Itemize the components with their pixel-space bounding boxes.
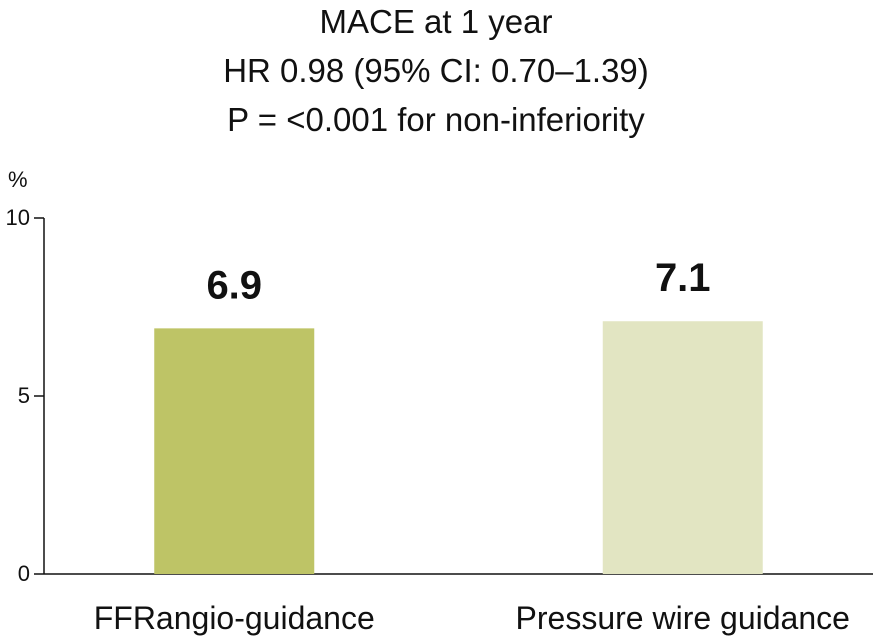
bar-2	[602, 321, 763, 574]
chart-title-line-3: P = <0.001 for non-inferiority	[227, 101, 645, 138]
bar-value-label: 6.9	[206, 263, 262, 307]
y-tick-label: 10	[6, 205, 30, 230]
bar-1	[154, 328, 315, 574]
chart-title-line-1: MACE at 1 year	[320, 3, 553, 40]
x-category-label: FFRangio-guidance	[94, 600, 375, 636]
category-labels: FFRangio-guidance Pressure wire guidance	[94, 600, 850, 636]
y-tick-label: 0	[18, 561, 30, 586]
y-tick-label: 5	[18, 383, 30, 408]
y-axis-unit-label: %	[8, 167, 28, 192]
bar-value-label: 7.1	[655, 256, 711, 300]
value-labels: 6.9 7.1	[206, 256, 710, 307]
y-ticks: 0 5 10	[6, 205, 44, 586]
chart-title: MACE at 1 year HR 0.98 (95% CI: 0.70–1.3…	[223, 3, 649, 138]
bars	[154, 321, 763, 574]
chart-title-line-2: HR 0.98 (95% CI: 0.70–1.39)	[223, 52, 649, 89]
x-category-label: Pressure wire guidance	[516, 600, 850, 636]
